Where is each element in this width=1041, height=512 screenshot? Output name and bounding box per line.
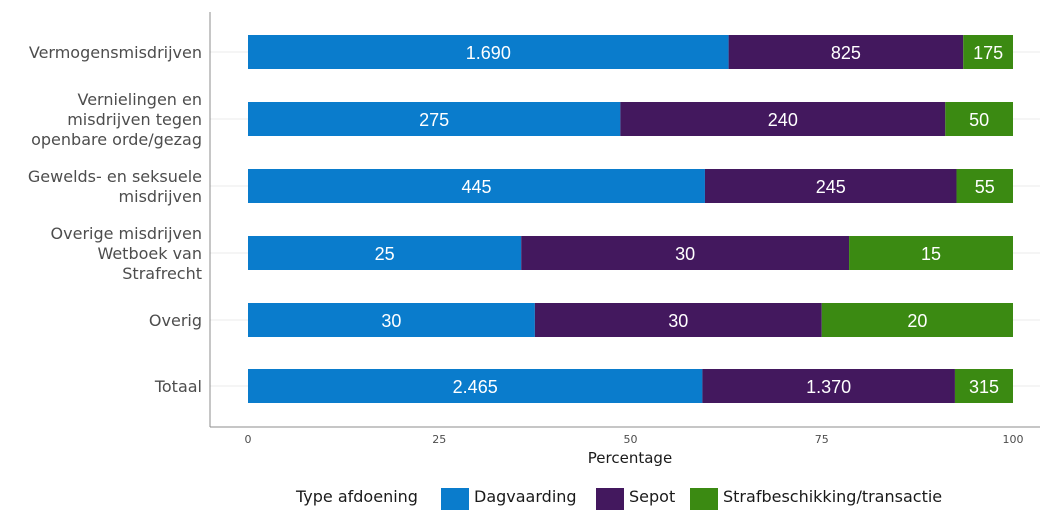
data-label: 30: [381, 311, 401, 331]
bar-sepot: [728, 35, 964, 69]
category-label: Vernielingen en misdrijven tegen openbare …: [31, 90, 202, 149]
category-label-line: Vermogensmisdrijven: [29, 43, 202, 62]
data-label: 2.465: [453, 377, 498, 397]
x-tick-label: 100: [1003, 433, 1024, 446]
data-label: 30: [675, 244, 695, 264]
legend-label: Dagvaarding: [474, 487, 577, 506]
legend: Type afdoening Dagvaarding Sepot Strafbesch…: [295, 487, 942, 510]
axes: [209, 12, 1040, 428]
bar-dagvaarding: [248, 102, 621, 136]
bar-strafbeschikking-transactie: [956, 169, 1013, 203]
data-label: 1.690: [466, 43, 511, 63]
x-tick-label: 50: [624, 433, 638, 446]
bar-strafbeschikking-transactie: [821, 303, 1013, 337]
category-label-line: Overige misdrijven: [51, 224, 202, 243]
x-tick-label: 0: [245, 433, 252, 446]
data-label: 30: [668, 311, 688, 331]
data-label: 240: [768, 110, 798, 130]
bars: [248, 35, 1013, 403]
bar-sepot: [704, 169, 957, 203]
legend-swatch: [690, 488, 718, 510]
category-label: Overig: [149, 311, 202, 330]
x-axis-title: Percentage: [588, 449, 672, 467]
category-label: Totaal: [154, 377, 202, 396]
x-tick-label: 25: [432, 433, 446, 446]
bar-strafbeschikking-transactie: [945, 102, 1013, 136]
bar-sepot: [521, 236, 850, 270]
category-label-line: Strafrecht: [122, 264, 202, 283]
labels: 0 25 50 75 100 Vermogensmisdrijven Vernielinge…: [28, 43, 1024, 446]
category-label-line: Totaal: [154, 377, 202, 396]
bar-sepot: [702, 369, 955, 403]
legend-swatch: [596, 488, 624, 510]
legend-label: Strafbeschikking/transactie: [723, 487, 942, 506]
data-label: 445: [461, 177, 491, 197]
legend-title: Type afdoening: [295, 487, 418, 506]
bar-dagvaarding: [248, 303, 535, 337]
data-label: 275: [419, 110, 449, 130]
legend-label: Sepot: [629, 487, 675, 506]
category-label: Vermogensmisdrijven: [29, 43, 202, 62]
bar-sepot: [534, 303, 822, 337]
data-label: 20: [907, 311, 927, 331]
bar-dagvaarding: [248, 236, 522, 270]
bar-dagvaarding: [248, 35, 729, 69]
data-label: 15: [921, 244, 941, 264]
data-label: 315: [969, 377, 999, 397]
bar-dagvaarding: [248, 169, 705, 203]
category-label-line: misdrijven: [119, 187, 202, 206]
data-label: 25: [375, 244, 395, 264]
bar-strafbeschikking-transactie: [954, 369, 1013, 403]
data-label: 175: [973, 43, 1003, 63]
data-label: 825: [831, 43, 861, 63]
data-label: 50: [969, 110, 989, 130]
category-label-line: misdrijven tegen: [67, 110, 202, 129]
category-label: Gewelds- en seksuele misdrijven: [28, 167, 202, 206]
category-label-line: Overig: [149, 311, 202, 330]
data-label: 245: [816, 177, 846, 197]
category-label-line: Vernielingen en: [77, 90, 202, 109]
bar-dagvaarding: [248, 369, 703, 403]
legend-swatch: [441, 488, 469, 510]
category-label-line: Wetboek van: [97, 244, 202, 263]
category-label-line: openbare orde/gezag: [31, 130, 202, 149]
data-label: 1.370: [806, 377, 851, 397]
x-tick-label: 75: [815, 433, 829, 446]
data-label: 55: [975, 177, 995, 197]
bar-strafbeschikking-transactie: [849, 236, 1013, 270]
bar-sepot: [620, 102, 946, 136]
category-label: Overige misdrijven Wetboek van Strafrecht: [51, 224, 202, 283]
bar-strafbeschikking-transactie: [963, 35, 1013, 69]
category-label-line: Gewelds- en seksuele: [28, 167, 202, 186]
